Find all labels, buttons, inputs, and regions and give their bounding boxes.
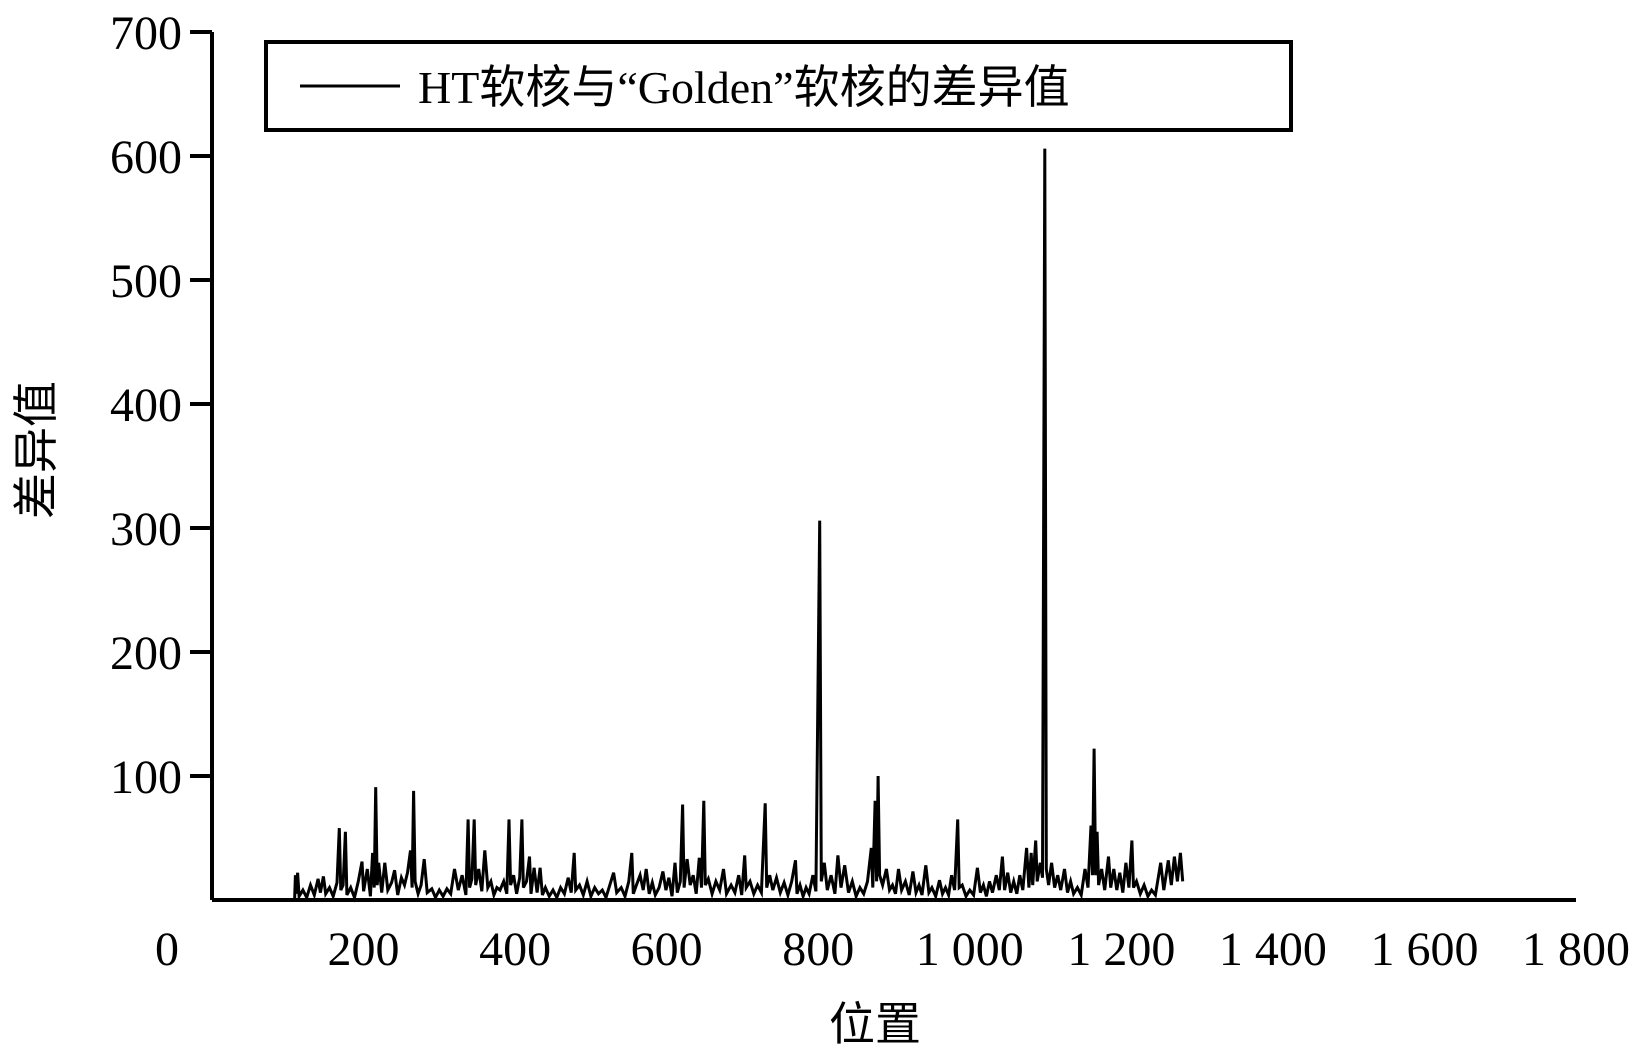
y-tick-label: 600 [110, 131, 182, 184]
x-tick-label: 200 [328, 923, 400, 976]
x-tick-label: 600 [631, 923, 703, 976]
y-tick-label: 500 [110, 255, 182, 308]
x-tick-label: 1 400 [1219, 923, 1327, 976]
x-tick-label: 1 600 [1370, 923, 1478, 976]
x-tick-label: 800 [782, 923, 854, 976]
y-axis-title: 差异值 [9, 381, 63, 519]
y-tick-label: 700 [110, 7, 182, 60]
series-layer [212, 148, 1185, 903]
x-tick-label: 400 [479, 923, 551, 976]
x-ticks: 0 200 400 600 800 1 000 1 200 1 400 1 600 1 800 [155, 923, 1630, 976]
y-tick-label: 100 [110, 751, 182, 804]
x-tick-label: 1 000 [916, 923, 1024, 976]
axes [210, 32, 1576, 902]
series-line-0 [212, 148, 1185, 903]
y-tick-label: 300 [110, 503, 182, 556]
legend-entry-label: HT软核与“Golden”软核的差异值 [418, 62, 1070, 113]
y-ticks: 100 200 300 400 500 600 700 [110, 7, 212, 804]
legend-box [264, 40, 1293, 132]
y-tick-label: 200 [110, 627, 182, 680]
x-tick-label: 1 200 [1067, 923, 1175, 976]
y-tick-label: 400 [110, 379, 182, 432]
x-tick-label: 1 800 [1522, 923, 1630, 976]
x-tick-label: 0 [155, 923, 179, 976]
x-axis-title: 位置 [829, 997, 921, 1051]
legend: HT软核与“Golden”软核的差异值 [264, 40, 1293, 132]
